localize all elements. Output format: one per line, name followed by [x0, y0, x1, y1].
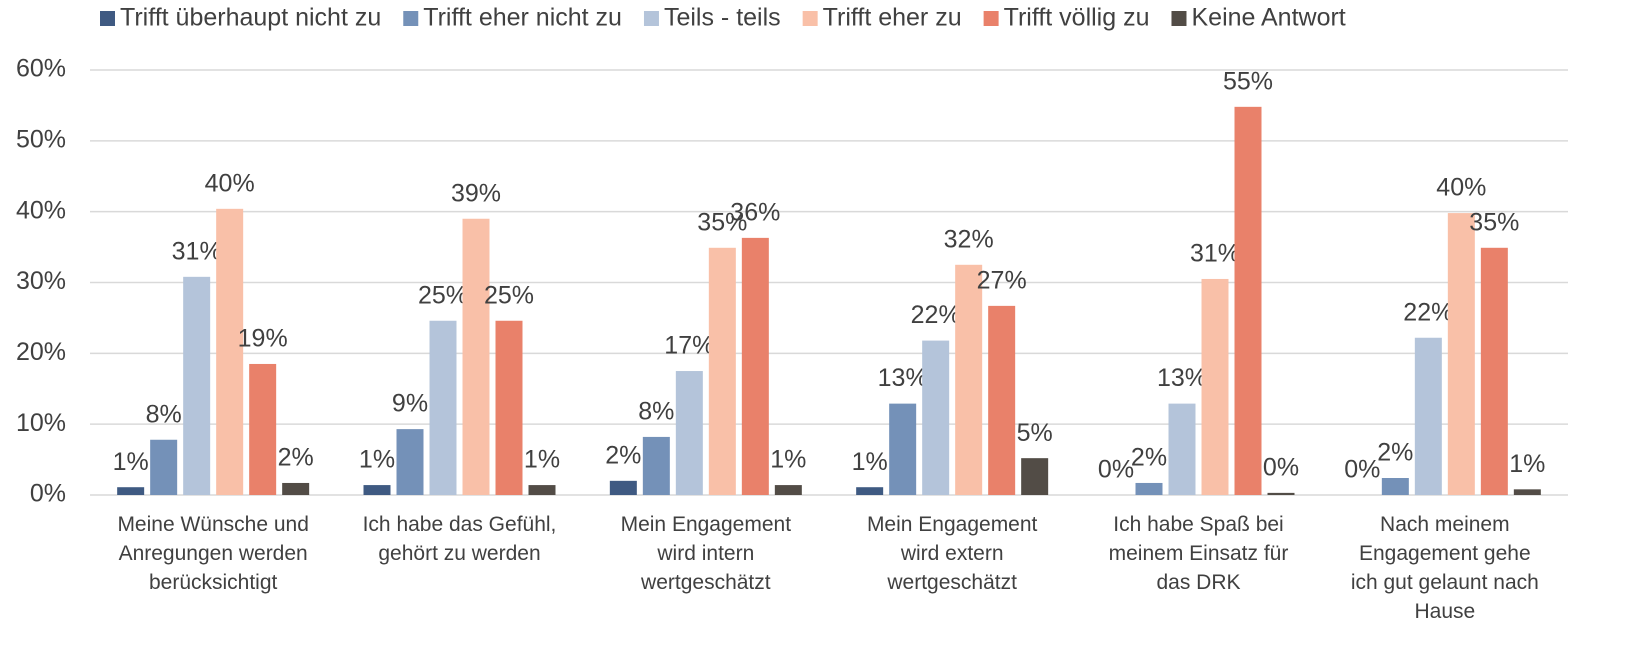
- x-tick-label: Nach meinem Engagement gehe ich gut gelaun…: [1351, 513, 1539, 623]
- legend-label: Trifft überhaupt nicht zu: [120, 4, 381, 32]
- bar: [988, 305, 1016, 495]
- bar: [922, 340, 950, 495]
- data-label: 39%: [451, 179, 501, 207]
- data-label: 22%: [911, 301, 961, 329]
- y-tick-label: 0%: [30, 480, 66, 508]
- bar: [117, 487, 145, 495]
- bar: [363, 485, 391, 495]
- data-label: 22%: [1403, 298, 1453, 326]
- data-label: 19%: [238, 325, 288, 353]
- data-label: 1%: [852, 448, 888, 476]
- data-label: 13%: [1157, 364, 1207, 392]
- bar: [1447, 213, 1475, 496]
- data-label: 36%: [730, 198, 780, 226]
- x-tick-label: Ich habe Spaß bei meinem Einsatz für das D…: [1109, 513, 1289, 594]
- bar: [429, 320, 457, 495]
- data-label: 31%: [172, 237, 222, 265]
- x-tick-label: Ich habe das Gefühl, gehört zu werden: [363, 513, 557, 565]
- data-label: 32%: [944, 225, 994, 253]
- bar: [396, 429, 424, 495]
- legend-swatch: [100, 11, 115, 26]
- bar: [1135, 482, 1163, 495]
- data-label: 8%: [638, 398, 674, 426]
- bar: [889, 403, 917, 495]
- data-label: 0%: [1344, 456, 1380, 484]
- x-tick-label: Mein Engagement wird extern wertgeschätzt: [867, 513, 1038, 594]
- data-label: 1%: [359, 446, 395, 474]
- bar: [150, 439, 178, 495]
- legend-swatch: [643, 11, 659, 26]
- y-tick-label: 10%: [16, 409, 66, 437]
- legend-label: Trifft völlig zu: [1004, 4, 1150, 32]
- legend-label: Keine Antwort: [1191, 4, 1345, 32]
- bar: [462, 218, 490, 495]
- bar: [1267, 492, 1295, 495]
- bar: [1234, 106, 1262, 495]
- legend-swatch: [983, 11, 999, 26]
- data-label: 5%: [1017, 419, 1053, 447]
- legend-swatch: [802, 11, 818, 26]
- bar: [708, 247, 736, 495]
- bar: [183, 276, 211, 495]
- bar: [642, 436, 670, 495]
- data-label: 1%: [524, 446, 560, 474]
- data-label: 0%: [1263, 453, 1299, 481]
- data-label: 27%: [977, 266, 1027, 294]
- data-label: 1%: [1509, 450, 1545, 478]
- data-label: 35%: [1469, 208, 1519, 236]
- data-label: 2%: [278, 444, 314, 472]
- data-label: 2%: [1377, 439, 1413, 467]
- data-label: 2%: [605, 441, 641, 469]
- y-tick-label: 30%: [16, 267, 66, 295]
- bar: [282, 482, 310, 495]
- data-label: 31%: [1190, 240, 1240, 268]
- data-label: 13%: [878, 364, 928, 392]
- bar: [1021, 458, 1049, 495]
- data-label: 17%: [664, 332, 714, 360]
- data-label: 1%: [113, 448, 149, 476]
- x-tick-label: Mein Engagement wird intern wertgeschätzt: [621, 513, 792, 594]
- data-label: 40%: [205, 169, 255, 197]
- bar: [856, 487, 884, 495]
- bar: [675, 371, 703, 495]
- bar: [1381, 478, 1409, 495]
- bar: [1480, 247, 1508, 495]
- data-label: 25%: [418, 281, 468, 309]
- bar: [495, 320, 523, 495]
- legend-label: Trifft eher zu: [823, 4, 962, 32]
- x-tick-label: Meine Wünsche und Anregungen werden berück…: [117, 513, 308, 594]
- bar: [741, 237, 769, 495]
- data-label: 40%: [1436, 174, 1486, 202]
- bar: [1513, 489, 1541, 495]
- y-tick-label: 20%: [16, 338, 66, 366]
- bar: [1414, 337, 1442, 495]
- data-label: 25%: [484, 281, 534, 309]
- data-label: 1%: [770, 446, 806, 474]
- data-label: 0%: [1098, 456, 1134, 484]
- legend-label: Teils - teils: [664, 4, 781, 32]
- bar: [955, 264, 983, 495]
- bar: [249, 363, 277, 495]
- legend-swatch: [403, 11, 419, 26]
- data-label: 9%: [392, 390, 428, 418]
- bar: [1168, 403, 1196, 495]
- data-label: 55%: [1223, 67, 1273, 95]
- bar: [528, 485, 556, 495]
- bar: [609, 480, 637, 495]
- y-tick-label: 60%: [16, 55, 66, 83]
- legend-label: Trifft eher nicht zu: [423, 4, 622, 32]
- y-tick-label: 50%: [16, 125, 66, 153]
- bar: [216, 208, 244, 496]
- bar: [1201, 278, 1229, 495]
- bar: [774, 485, 802, 495]
- data-label: 2%: [1131, 444, 1167, 472]
- data-label: 8%: [146, 400, 182, 428]
- data-label: 35%: [697, 208, 747, 236]
- y-tick-label: 40%: [16, 196, 66, 224]
- legend-swatch: [1171, 11, 1187, 26]
